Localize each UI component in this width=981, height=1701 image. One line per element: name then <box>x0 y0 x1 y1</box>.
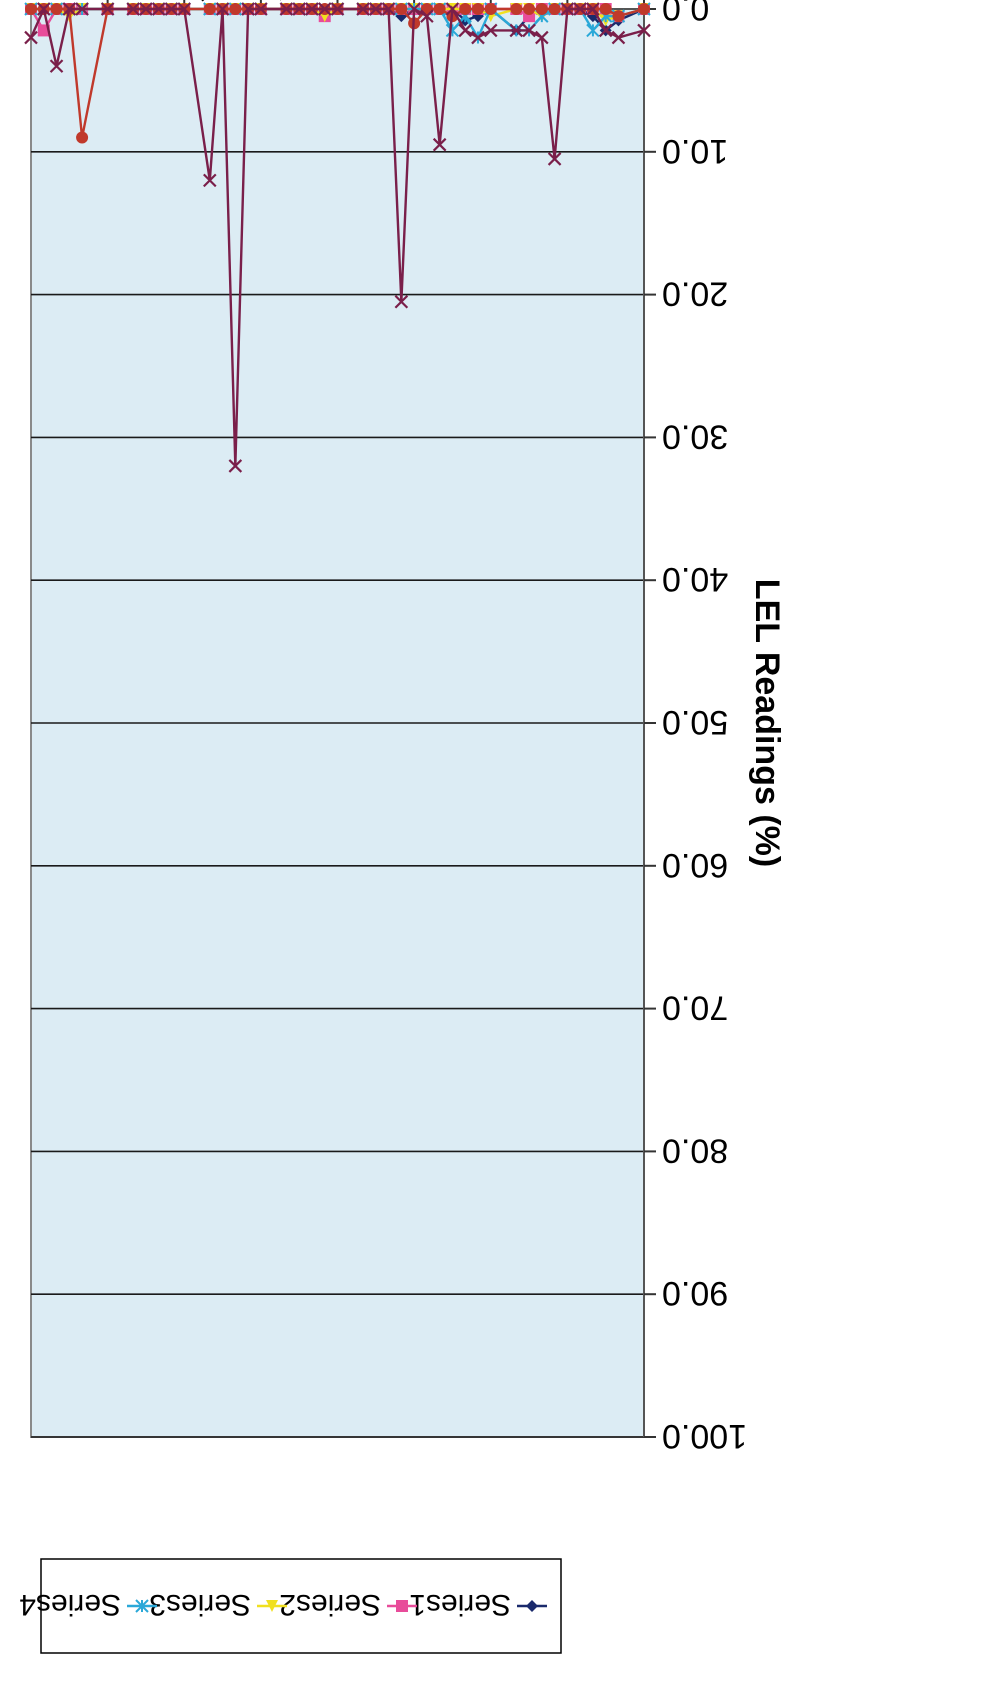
y-tick-label: 0.0 <box>662 0 709 27</box>
legend-marker <box>526 1600 538 1612</box>
data-point <box>164 2 179 16</box>
data-point <box>586 23 600 38</box>
legend-label: Series2 <box>279 1588 381 1621</box>
data-point <box>638 3 650 15</box>
data-point <box>471 30 485 45</box>
legend-label: Series3 <box>149 1588 251 1621</box>
data-point <box>215 2 230 16</box>
data-point <box>49 59 64 73</box>
data-point <box>305 2 319 16</box>
data-point <box>432 137 447 152</box>
data-point <box>509 23 524 38</box>
legend-item: Series3 <box>149 1588 287 1621</box>
data-point <box>459 3 472 15</box>
data-point <box>548 3 561 15</box>
data-point <box>356 2 370 16</box>
data-point <box>100 2 115 16</box>
data-point <box>535 3 548 15</box>
legend-label: Series1 <box>409 1588 511 1621</box>
data-point <box>381 2 396 16</box>
y-tick-label: 40.0 <box>662 560 728 598</box>
data-point <box>76 131 89 144</box>
y-axis-title: LEL Readings (%) <box>748 579 786 867</box>
data-point <box>445 2 460 16</box>
data-point <box>433 3 446 15</box>
data-point <box>24 30 38 45</box>
data-point <box>560 2 575 16</box>
y-tick-label: 80.0 <box>662 1131 728 1169</box>
data-point <box>523 3 536 15</box>
data-point <box>203 173 217 188</box>
data-point <box>126 2 140 16</box>
series-6 <box>24 2 651 473</box>
y-tick-label: 100.0 <box>662 1417 747 1455</box>
y-tick-label: 90.0 <box>662 1274 728 1312</box>
legend-item: Series2 <box>279 1588 417 1621</box>
data-point <box>535 30 549 45</box>
legend-marker <box>266 1600 278 1612</box>
data-point <box>330 2 345 16</box>
y-tick-label: 60.0 <box>662 846 728 884</box>
data-point <box>510 3 523 15</box>
data-point <box>611 30 626 45</box>
legend-marker <box>135 1599 149 1613</box>
data-point <box>458 23 472 38</box>
legend: Series1 Series2 Series3 Series4 <box>19 1558 562 1654</box>
data-point <box>292 2 306 16</box>
legend-item: Series1 <box>409 1588 547 1621</box>
data-point <box>25 3 37 15</box>
data-point <box>151 2 166 16</box>
data-point <box>36 2 51 16</box>
data-point <box>483 23 498 38</box>
data-point <box>279 2 294 16</box>
data-point <box>369 2 383 16</box>
y-tick-label: 20.0 <box>662 275 728 313</box>
data-point <box>228 459 243 473</box>
data-point <box>420 9 434 23</box>
data-point <box>522 23 536 38</box>
data-point <box>547 152 562 166</box>
data-point <box>573 2 587 16</box>
data-point <box>75 2 89 16</box>
data-point <box>254 2 268 16</box>
legend-marker <box>396 1600 408 1612</box>
y-tick-labels: 0.0 10.0 20.0 30.0 40.0 50.0 60.0 70.0 80.0 90.0 1… <box>662 0 747 1455</box>
data-point <box>394 294 409 309</box>
series-layer <box>24 2 651 473</box>
y-tick-label: 70.0 <box>662 989 728 1027</box>
data-point <box>471 3 484 15</box>
data-point <box>229 3 242 15</box>
data-point <box>599 3 612 15</box>
legend-label: Series4 <box>19 1588 121 1621</box>
data-point <box>637 23 651 38</box>
data-point <box>241 2 255 16</box>
data-point <box>50 3 63 15</box>
data-point <box>407 2 421 16</box>
data-point <box>484 3 497 15</box>
data-point <box>203 3 216 15</box>
y-tick-label: 10.0 <box>662 132 728 170</box>
data-point <box>317 2 332 16</box>
data-point <box>598 23 613 38</box>
y-tick-label: 50.0 <box>662 703 728 741</box>
series-line <box>29 5 645 466</box>
data-point <box>445 23 460 38</box>
data-point <box>139 2 153 16</box>
data-point <box>586 2 600 16</box>
gridlines <box>31 151 644 1438</box>
data-point <box>177 2 192 16</box>
data-point <box>395 3 408 15</box>
data-point <box>612 10 625 23</box>
legend-item: Series4 <box>19 1588 157 1621</box>
y-tick-label: 30.0 <box>662 417 728 455</box>
data-point <box>62 2 77 16</box>
